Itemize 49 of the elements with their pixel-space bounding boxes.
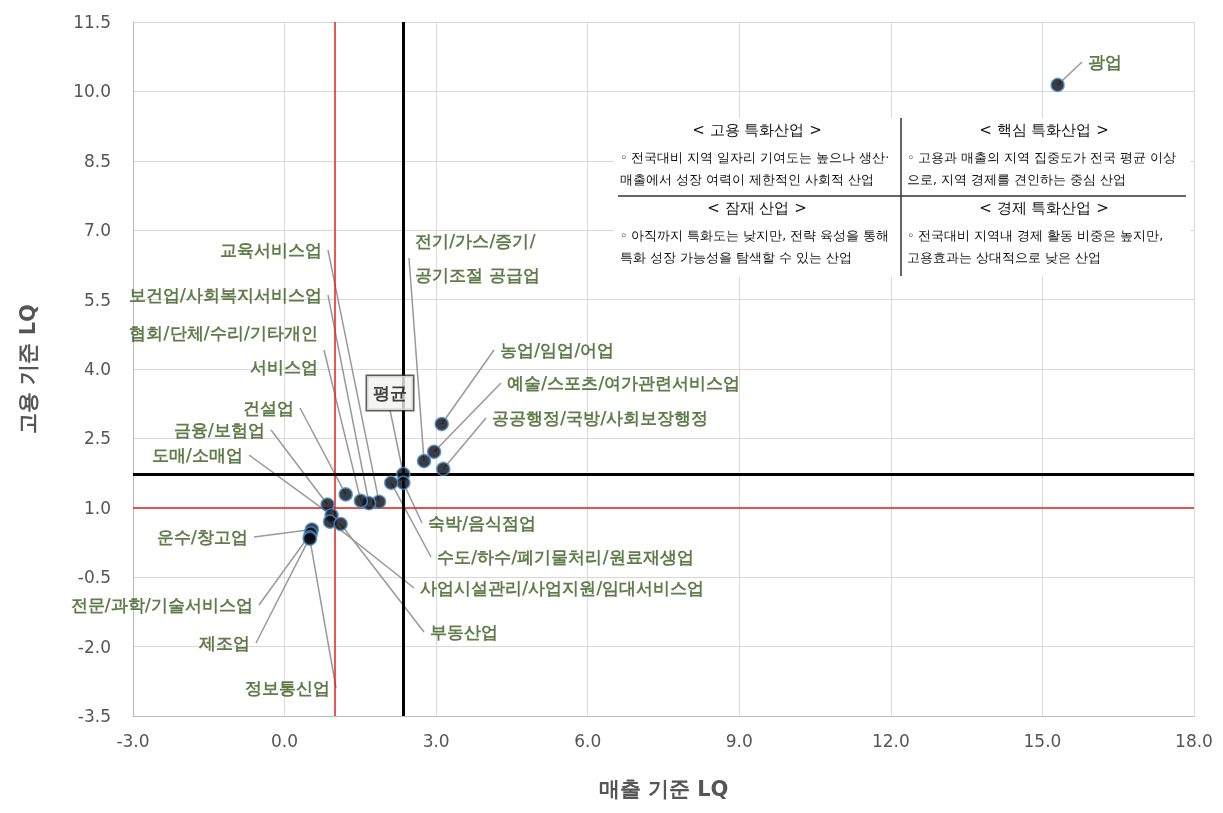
y-tick-label: 10.0 <box>73 81 111 102</box>
y-tick-label: -2.0 <box>77 636 111 657</box>
annotation: 운수/창고업 <box>156 527 248 547</box>
annotation: 예술/스포츠/여가관련서비스업 <box>507 373 741 393</box>
annotation: 농업/임업/어업 <box>500 340 615 360</box>
annotation: 광업 <box>1088 52 1122 72</box>
annotation: 공공행정/국방/사회보장행정 <box>492 408 709 428</box>
annotation: < 핵심 특화산업 > <box>979 120 1109 139</box>
annotation: 사업시설관리/사업지원/임대서비스업 <box>420 578 705 598</box>
y-tick-label: 11.5 <box>73 12 111 32</box>
x-tick-label: 3.0 <box>422 730 450 751</box>
annotation: < 경제 특화산업 > <box>979 198 1109 217</box>
y-tick-label: 1.0 <box>83 497 111 518</box>
x-tick-label: 12.0 <box>871 730 910 751</box>
annotation: ◦ 전국대비 지역 일자리 기여도는 높으나 생산· 매출에서 성장 여력이 제한적인 사회적 산업 <box>620 149 890 187</box>
annotation: 보건업/사회복지서비스업 <box>128 285 322 305</box>
annotation: 부동산업 <box>430 622 498 642</box>
y-tick-label: -0.5 <box>77 567 111 588</box>
annotation: 협회/단체/수리/기타개인 서비스업 <box>129 323 318 377</box>
annotation: 전기/가스/증기/ 공기조절 공급업 <box>415 231 540 285</box>
annotation: ◦ 고용과 매출의 지역 집중도가 전국 평균 이상 으로, 지역 경제를 견인하는 중심 산업 <box>907 149 1177 187</box>
x-tick-label: 0.0 <box>271 730 299 751</box>
y-axis-title: 고용 기준 LQ <box>15 304 40 434</box>
x-tick-label: 18.0 <box>1175 730 1213 751</box>
y-tick-label: 8.5 <box>83 150 111 171</box>
annotation: 금융/보험업 <box>173 420 265 440</box>
annotation: 도매/소매업 <box>151 445 243 465</box>
x-tick-label: 9.0 <box>725 730 753 751</box>
x-tick-label: 6.0 <box>574 730 602 751</box>
annotation: 정보통신업 <box>245 678 330 698</box>
y-tick-label: 7.0 <box>83 220 111 241</box>
annotation: ◦ 전국대비 지역내 경제 활동 비중은 높지만, 고용효과는 상대적으로 낮은 산업 <box>907 227 1164 265</box>
annotation: 전문/과학/기술서비스업 <box>70 595 253 615</box>
annotation: < 잠재 산업 > <box>707 198 807 217</box>
y-tick-label: 4.0 <box>83 359 111 379</box>
x-axis-title: 매출 기준 LQ <box>598 776 729 801</box>
y-tick-label: -3.5 <box>77 706 111 726</box>
x-tick-label: 15.0 <box>1023 730 1062 751</box>
annotation: 제조업 <box>198 633 250 653</box>
y-tick-label: 5.5 <box>83 289 111 310</box>
annotation: 숙박/음식점업 <box>428 513 537 533</box>
annotation: < 고용 특화산업 > <box>692 120 822 139</box>
annotation: 평균 <box>373 383 407 403</box>
annotation: ◦ 아직까지 특화도는 낮지만, 전략 육성을 통해 특화 성장 가능성을 탐색할 수 있는 산업 <box>620 227 890 265</box>
annotation: 교육서비스업 <box>220 240 322 260</box>
annotation: 수도/하수/폐기물처리/원료재생업 <box>437 547 694 567</box>
x-tick-label: -3.0 <box>116 730 150 751</box>
y-tick-label: 2.5 <box>83 428 111 449</box>
annotation: 건설업 <box>243 398 294 418</box>
